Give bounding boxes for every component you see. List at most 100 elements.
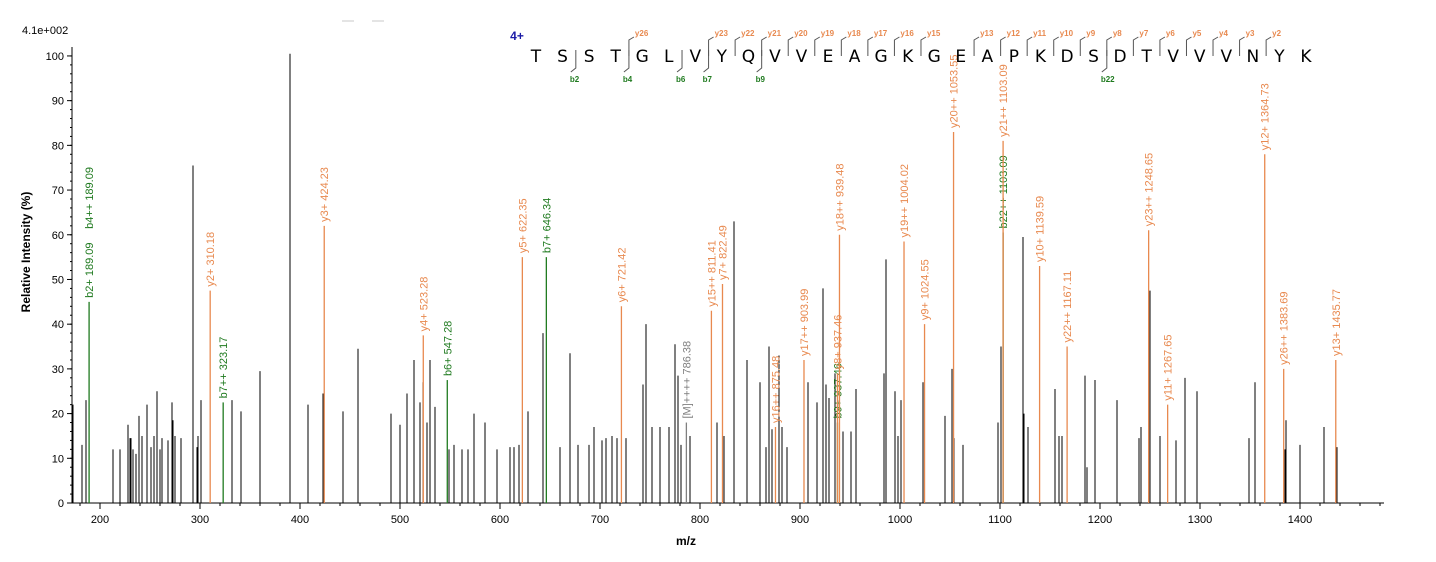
y-ion-label: y5 (1192, 29, 1201, 38)
peak-label: b6+ 547.28 (442, 321, 454, 376)
y-cleavage-mark (814, 36, 821, 56)
x-tick-label: 400 (291, 514, 309, 526)
y-tick-label: 40 (52, 319, 64, 331)
y-ion-label: y11 (1033, 29, 1046, 38)
peak-label: y23++ 1248.65 (1144, 153, 1156, 226)
y-tick-label: 80 (52, 140, 64, 152)
peak-label: b4++ 189.09 (84, 167, 96, 229)
y-tick-label: 90 (52, 96, 64, 108)
y-tick-label: 10 (52, 453, 64, 465)
x-tick-label: 300 (191, 514, 209, 526)
unlabeled-peaks (72, 53, 1338, 503)
peak-label: y4+ 523.28 (418, 277, 430, 332)
y-ion-label: y7 (1139, 29, 1148, 38)
y-cleavage-mark (734, 36, 741, 56)
sequence-residue: V (796, 47, 808, 67)
y-cleavage-mark (973, 36, 980, 56)
y-ion-label: y3 (1246, 29, 1255, 38)
peak-label: y18++ 939.48 (834, 163, 846, 230)
sequence-residue: V (769, 47, 781, 67)
peak-label: b22++ 1103.09 (998, 155, 1010, 228)
y-tick-label: 70 (52, 185, 64, 197)
y-ion-label: y20 (794, 29, 808, 38)
x-axis-title: m/z (676, 534, 696, 548)
y-tick-label: 50 (52, 274, 64, 286)
peak-label: y9+ 1024.55 (920, 259, 932, 320)
sequence-residue: Y (1273, 47, 1285, 67)
y-cleavage-mark (1239, 36, 1245, 56)
sequence-residue: V (689, 47, 701, 67)
sequence-residue: Q (742, 47, 755, 67)
x-tick-label: 800 (691, 514, 709, 526)
x-tick-label: 1100 (988, 514, 1012, 526)
peak-label: b9+ 937.46 (832, 363, 844, 418)
b-cleavage-mark (703, 50, 710, 73)
y-ion-label: y15 (927, 29, 941, 38)
b-ion-label: b2 (570, 75, 580, 84)
y-ion-label: y13 (980, 29, 994, 38)
b-cleavage-mark (570, 50, 577, 73)
x-tick-label: 700 (591, 514, 609, 526)
y-cleavage-mark (1212, 36, 1219, 56)
y-ion-label: y19 (821, 29, 835, 38)
sequence-residue: E (955, 47, 966, 67)
sequence-residue: V (1167, 47, 1179, 67)
b-cleavage-mark (1101, 50, 1108, 73)
y-ion-label: y12 (1007, 29, 1021, 38)
y-cleavage-mark (787, 36, 794, 56)
peak-label: y5+ 622.35 (517, 198, 529, 253)
x-tick-label: 600 (491, 514, 509, 526)
axes: 0 10 20 30 40 50 60 70 80 90 100 200 300 400 500 600 700… (46, 47, 1384, 526)
y-ion-label: y18 (847, 29, 861, 38)
y-cleavage-mark (1079, 36, 1086, 56)
peak-label: y16++ 875.48 (770, 356, 782, 423)
peak-label: [M]++++ 786.38 (681, 341, 693, 419)
y-cleavage-mark (1053, 36, 1059, 56)
sequence-residue: T (1140, 47, 1152, 67)
sequence-residue: L (664, 47, 674, 67)
peak-label: y12+ 1364.73 (1260, 83, 1272, 150)
sequence-residue: A (849, 47, 861, 67)
charge-state-label: 4+ (510, 29, 524, 43)
sequence-residue: V (1194, 47, 1206, 67)
sequence-residue: E (823, 47, 834, 67)
peak-label: y11+ 1267.65 (1163, 334, 1175, 400)
x-tick-label: 1000 (888, 514, 912, 526)
sequence-residue: S (557, 47, 568, 67)
sequence-residue: A (982, 47, 994, 67)
peak-label: y10+ 1139.59 (1035, 196, 1047, 262)
peak-label: y13+ 1435.77 (1331, 289, 1343, 356)
b-ion-label: b22 (1101, 75, 1115, 84)
y-ion-label: y6 (1166, 29, 1175, 38)
peak-label: b7+ 646.34 (541, 198, 553, 253)
sequence-residue: K (902, 47, 914, 67)
y-cleavage-mark (1185, 36, 1192, 56)
y-tick-label: 60 (52, 230, 64, 242)
y-cleavage-mark (1000, 36, 1006, 56)
peak-label: y6+ 721.42 (616, 248, 628, 303)
y-ion-label: y9 (1086, 29, 1095, 38)
sequence-residue: V (1220, 47, 1232, 67)
peak-label: y26++ 1383.69 (1279, 291, 1291, 364)
y-ion-label: y2 (1272, 29, 1281, 38)
peak-label: y3+ 424.23 (319, 167, 331, 222)
b-cleavage-mark (756, 50, 763, 73)
x-tick-label: 900 (791, 514, 809, 526)
y-cleavage-mark (893, 36, 900, 56)
sequence-residue: S (584, 47, 595, 67)
y-ion-label: y23 (715, 29, 729, 38)
sequence-residue: Y (716, 47, 728, 67)
y-cleavage-mark (867, 36, 874, 56)
peak-label: b2+ 189.09 (84, 242, 96, 297)
y-tick-label: 100 (46, 51, 64, 63)
y-cleavage-mark (1026, 36, 1033, 56)
b-ion-label: b7 (703, 75, 713, 84)
sequence-residue: S (1088, 47, 1099, 67)
sequence-residue: G (875, 47, 888, 67)
peak-label: y20++ 1053.55 (949, 55, 961, 128)
sequence-residue: K (1300, 47, 1312, 67)
y-cleavage-mark (840, 36, 847, 56)
peak-label: y19++ 1004.02 (899, 164, 911, 237)
